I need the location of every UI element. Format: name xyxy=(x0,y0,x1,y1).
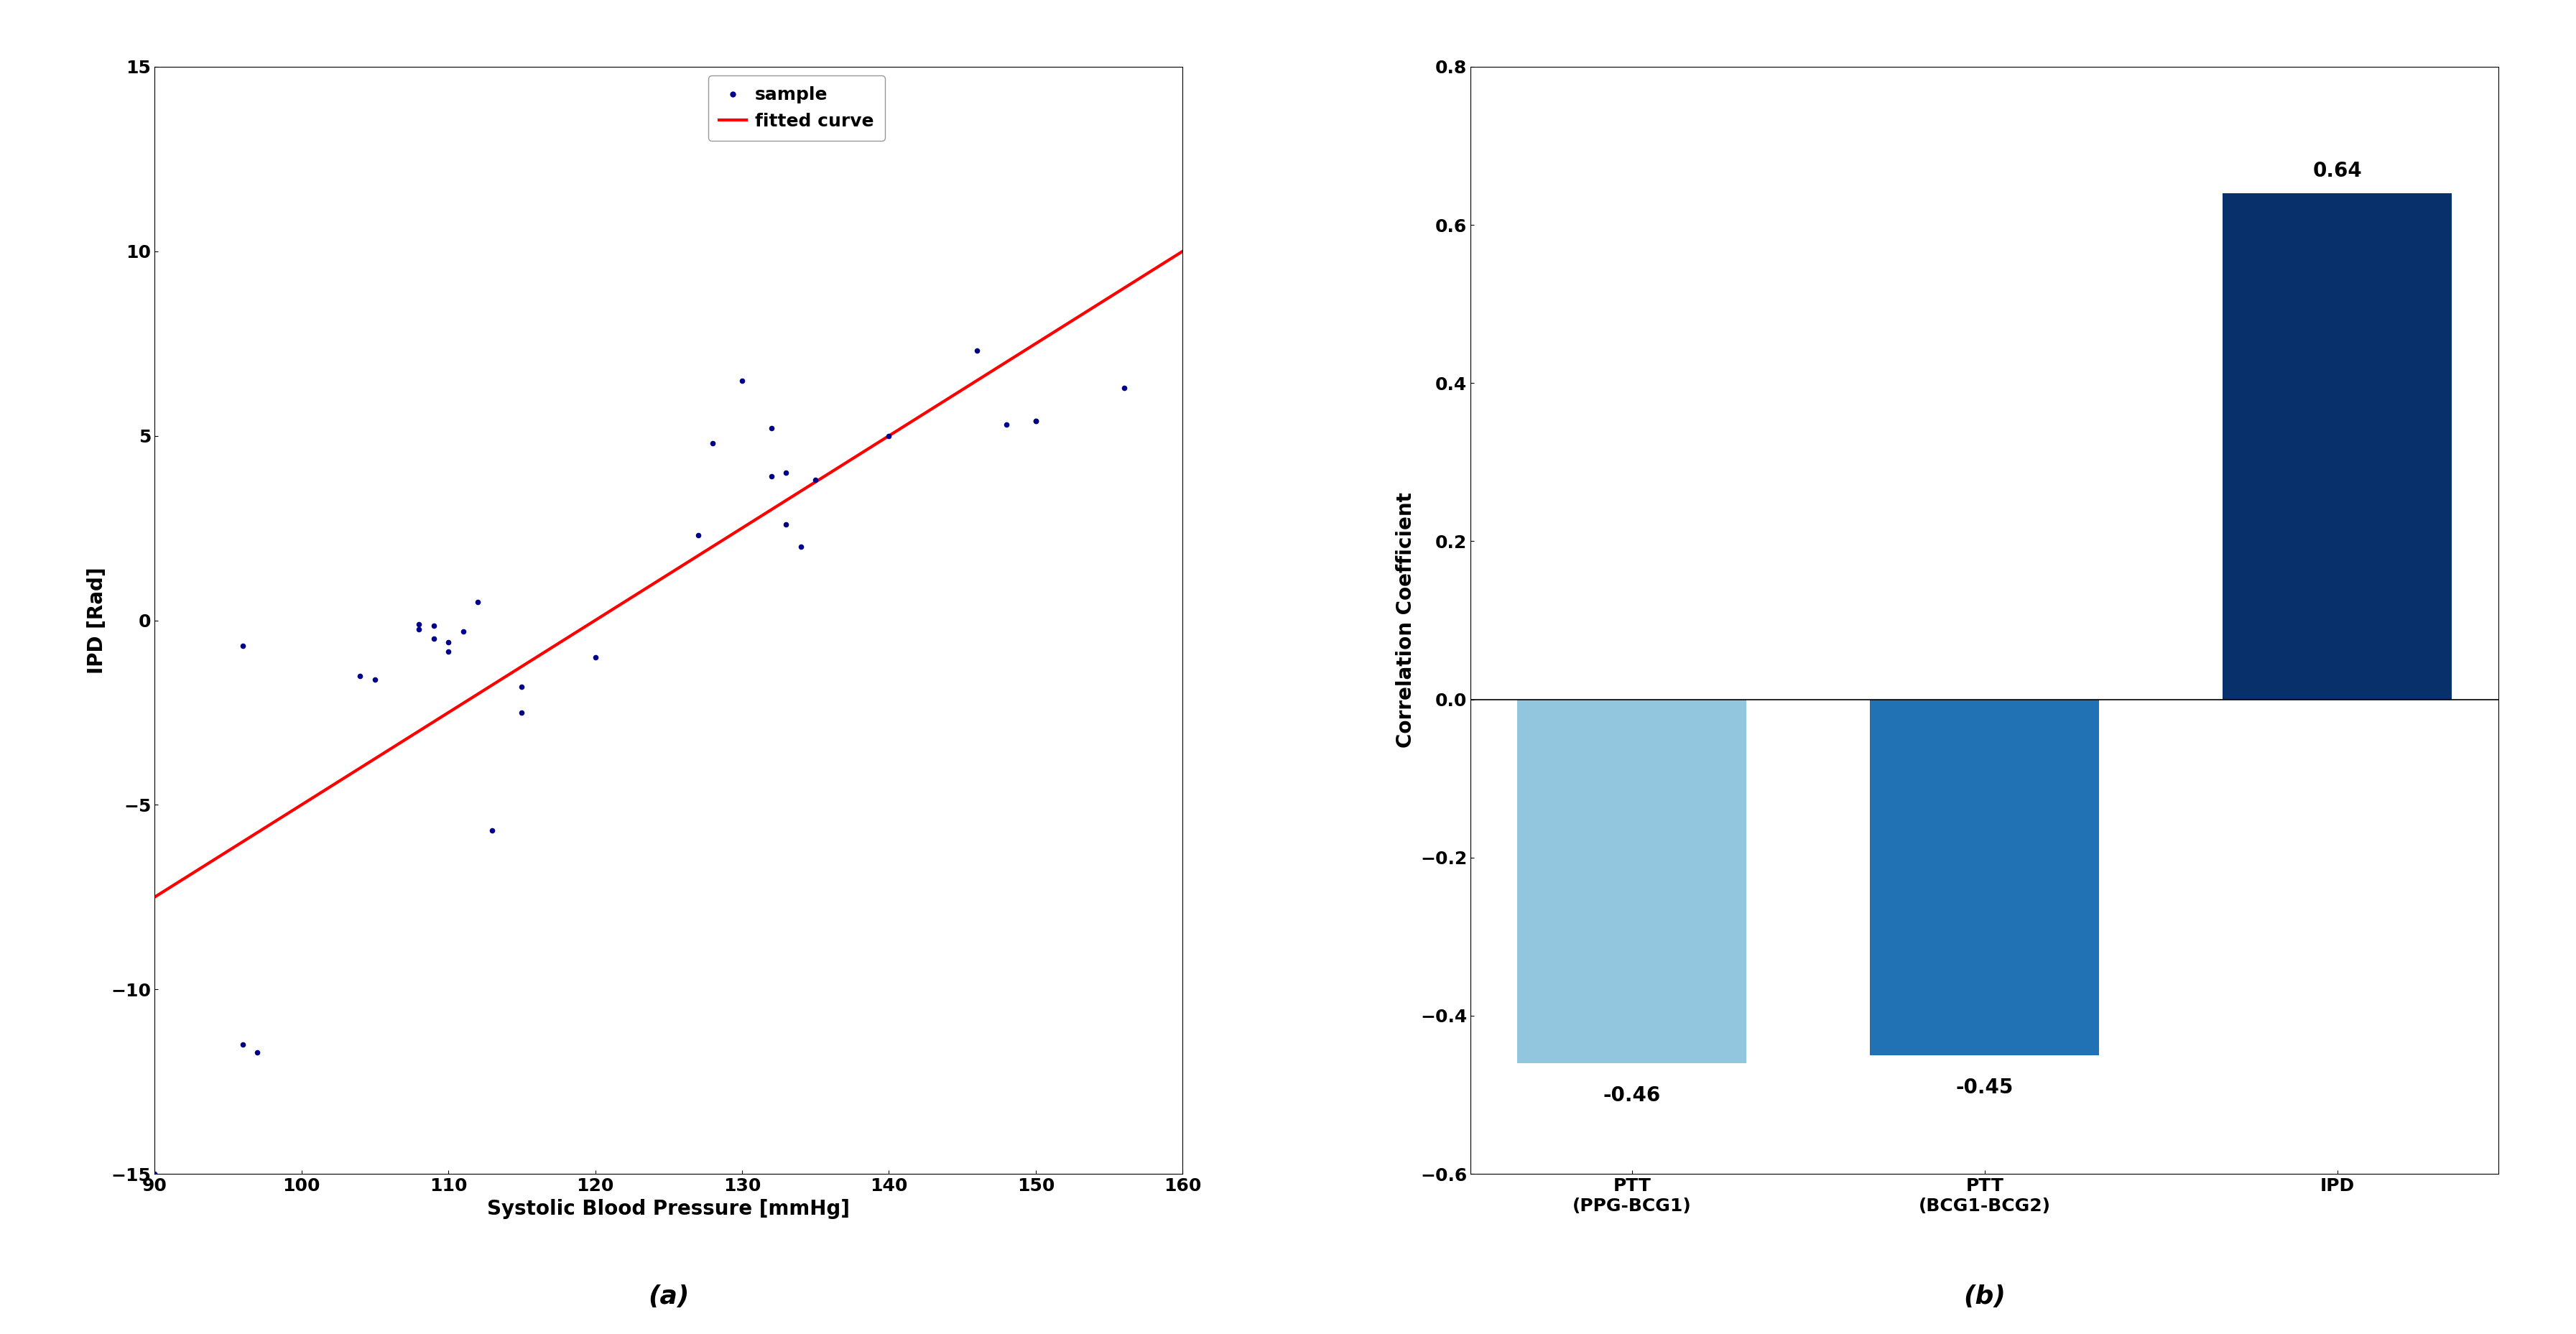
Point xyxy=(134,1163,175,1185)
Point xyxy=(796,470,837,491)
Text: (a): (a) xyxy=(649,1285,690,1309)
Point xyxy=(721,370,762,391)
Point xyxy=(428,632,469,654)
Point xyxy=(340,666,381,686)
Point xyxy=(222,1034,263,1055)
Legend: sample, fitted curve: sample, fitted curve xyxy=(708,76,884,140)
Point xyxy=(765,514,806,535)
Point xyxy=(471,820,513,842)
Point xyxy=(412,615,453,636)
Text: (b): (b) xyxy=(1963,1285,2007,1309)
Point xyxy=(765,462,806,483)
Bar xyxy=(2223,193,2452,699)
Point xyxy=(987,414,1028,435)
Point xyxy=(677,524,719,546)
Point xyxy=(1015,411,1056,432)
Y-axis label: IPD [Rad]: IPD [Rad] xyxy=(88,567,106,674)
Point xyxy=(574,647,616,668)
Point xyxy=(237,1042,278,1063)
Point xyxy=(399,614,440,635)
Point xyxy=(956,340,997,362)
Point xyxy=(693,432,734,454)
Y-axis label: Correlation Coefficient: Correlation Coefficient xyxy=(1396,492,1417,748)
Point xyxy=(412,628,453,650)
Point xyxy=(750,418,791,439)
Point xyxy=(502,702,544,723)
Point xyxy=(355,668,397,690)
Text: 0.64: 0.64 xyxy=(2313,161,2362,181)
Text: -0.45: -0.45 xyxy=(1955,1078,2014,1098)
Point xyxy=(502,676,544,698)
Point xyxy=(750,466,791,487)
X-axis label: Systolic Blood Pressure [mmHg]: Systolic Blood Pressure [mmHg] xyxy=(487,1199,850,1219)
Point xyxy=(399,619,440,640)
Point xyxy=(222,635,263,656)
Bar xyxy=(1517,699,1747,1063)
Point xyxy=(1103,378,1144,399)
Point xyxy=(456,591,497,612)
Point xyxy=(428,642,469,663)
Point xyxy=(1015,411,1056,432)
Point xyxy=(443,620,484,642)
Point xyxy=(868,426,909,447)
Bar xyxy=(1870,699,2099,1055)
Point xyxy=(781,536,822,558)
Text: -0.46: -0.46 xyxy=(1602,1086,1662,1106)
